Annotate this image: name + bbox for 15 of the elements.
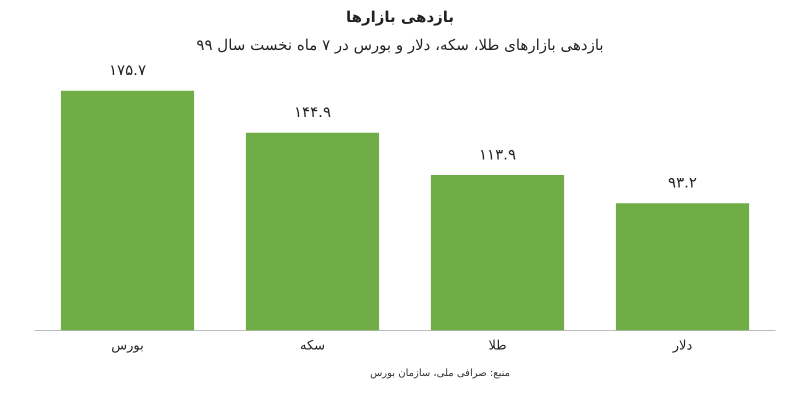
bar: [246, 132, 380, 330]
bar: [430, 175, 564, 330]
x-tick-label: طلا: [488, 338, 507, 354]
text: منبع: صرافی ملی، سازمان بورس: [370, 368, 510, 379]
x-tick-label: بورس: [111, 338, 144, 354]
data-label: ۹۳.۲: [668, 174, 697, 192]
data-label: ۱۷۵.۷: [109, 61, 146, 80]
data-label: ۱۴۴.۹: [294, 103, 331, 122]
bar: [616, 203, 750, 330]
x-tick-label: دلار: [672, 338, 692, 354]
bar: [60, 90, 194, 330]
data-label: ۱۱۳.۹: [479, 145, 516, 164]
x-tick-label: سکه: [300, 338, 326, 354]
chart-title: بازدهی بازارها: [344, 8, 456, 26]
chart-subtitle: بازدهی بازارهای طلا، سکه، دلار و بورس در ۷ ماه نخست سال ۹۹: [195, 36, 605, 54]
